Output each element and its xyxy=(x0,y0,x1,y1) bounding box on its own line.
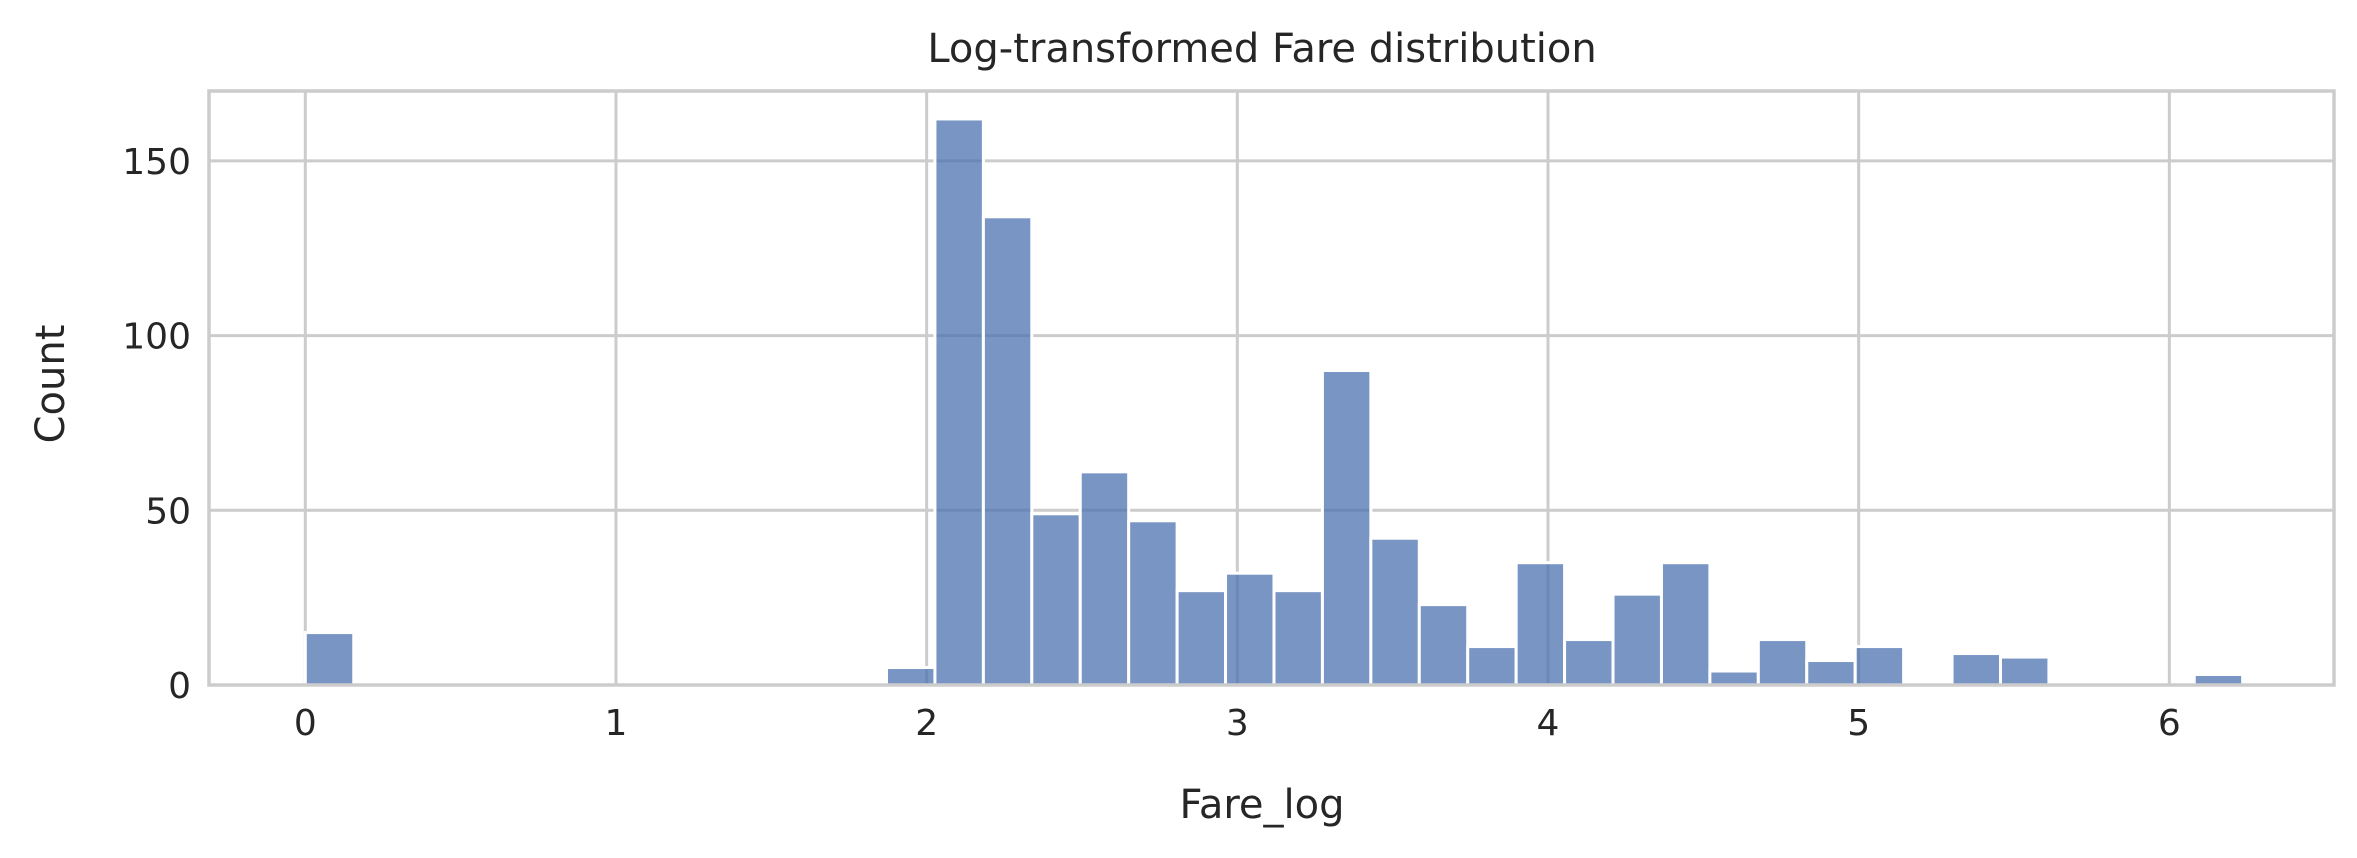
histogram-bar xyxy=(1950,652,2002,687)
histogram-bar xyxy=(1417,603,1470,687)
histogram-bars xyxy=(303,117,2245,687)
histogram-bar xyxy=(1078,470,1131,687)
histogram-bar xyxy=(1563,638,1615,687)
y-tick-label: 0 xyxy=(168,666,191,707)
histogram-bar xyxy=(1175,589,1228,687)
x-tick-label: 3 xyxy=(1226,703,1249,744)
plot-frame xyxy=(207,89,2336,687)
histogram-bar xyxy=(1369,536,1421,687)
x-tick-label: 6 xyxy=(2158,703,2181,744)
histogram-bar xyxy=(1805,659,1857,687)
histogram-bar xyxy=(933,117,985,687)
histogram-bar xyxy=(1659,561,1712,687)
y-tick-label: 150 xyxy=(122,142,191,183)
histogram-bar xyxy=(1127,519,1179,687)
y-tick-label: 100 xyxy=(122,317,191,358)
x-axis-label: Fare_log xyxy=(1180,782,1345,828)
histogram-bar xyxy=(885,666,937,687)
histogram-bar xyxy=(1272,589,1324,687)
histogram-bar xyxy=(1611,592,1663,687)
grid xyxy=(209,91,2334,687)
histogram-bar xyxy=(1708,669,1760,687)
histogram-bar xyxy=(1466,645,1518,687)
histogram-bar xyxy=(1514,561,1567,687)
tick-labels: 0 1 2 3 4 5 6 0 50 100 150 xyxy=(122,142,2181,744)
histogram-bar xyxy=(981,215,1034,687)
y-tick-label: 50 xyxy=(145,491,191,532)
x-tick-label: 4 xyxy=(1537,703,1560,744)
x-tick-label: 1 xyxy=(605,703,628,744)
x-tick-label: 5 xyxy=(1847,703,1870,744)
histogram-bar xyxy=(1853,645,1906,687)
histogram-bar xyxy=(1224,571,1276,687)
histogram-bar xyxy=(1030,512,1082,687)
x-tick-label: 2 xyxy=(915,703,938,744)
chart-title: Log-transformed Fare distribution xyxy=(927,26,1596,72)
histogram-bar xyxy=(1756,638,1809,687)
x-tick-label: 0 xyxy=(294,703,317,744)
histogram-bar xyxy=(1998,655,2051,687)
histogram-bar xyxy=(1320,369,1373,687)
y-axis-label: Count xyxy=(28,325,74,444)
histogram-bar xyxy=(303,631,356,687)
